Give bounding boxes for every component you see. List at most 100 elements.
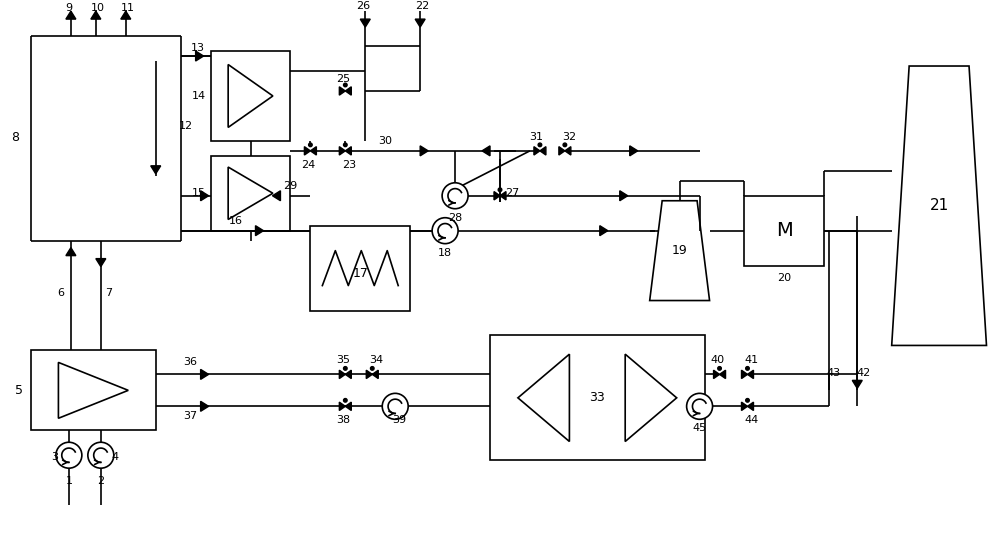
Bar (211, 156, 290, 231)
Polygon shape (310, 146, 316, 155)
Polygon shape (360, 19, 370, 27)
Polygon shape (415, 19, 425, 27)
Polygon shape (345, 146, 351, 155)
Text: 36: 36 (184, 357, 198, 367)
Text: 2: 2 (97, 476, 104, 486)
Text: 43: 43 (826, 368, 840, 378)
Circle shape (746, 367, 749, 370)
Text: 44: 44 (744, 415, 759, 425)
Polygon shape (272, 191, 280, 201)
Bar (310, 226, 410, 310)
Polygon shape (196, 51, 204, 61)
Bar (31, 350, 156, 430)
Text: 32: 32 (562, 132, 576, 142)
Polygon shape (228, 64, 273, 127)
Polygon shape (742, 370, 747, 378)
Text: 5: 5 (15, 384, 23, 397)
Circle shape (687, 394, 713, 419)
Polygon shape (747, 402, 753, 410)
Polygon shape (345, 370, 351, 378)
Polygon shape (339, 146, 345, 155)
Text: 34: 34 (369, 356, 383, 366)
Circle shape (498, 188, 502, 192)
Polygon shape (518, 354, 569, 442)
Polygon shape (630, 146, 638, 156)
Text: 3: 3 (51, 452, 58, 462)
Polygon shape (121, 11, 131, 19)
Text: 13: 13 (191, 43, 205, 53)
Polygon shape (91, 11, 101, 19)
Text: 26: 26 (356, 1, 370, 11)
Polygon shape (494, 192, 500, 200)
Text: 42: 42 (856, 368, 870, 378)
Polygon shape (151, 166, 161, 174)
Text: 35: 35 (336, 356, 350, 366)
Polygon shape (339, 402, 345, 410)
Text: 20: 20 (777, 273, 791, 283)
Text: 29: 29 (283, 181, 298, 191)
Polygon shape (96, 259, 106, 267)
Text: 24: 24 (301, 160, 316, 170)
Text: 7: 7 (105, 287, 112, 297)
Text: 19: 19 (672, 244, 688, 257)
Text: 16: 16 (229, 216, 243, 226)
Text: 39: 39 (392, 415, 406, 425)
Polygon shape (500, 192, 506, 200)
Text: 4: 4 (111, 452, 118, 462)
Text: 21: 21 (929, 198, 949, 213)
Text: 10: 10 (91, 3, 105, 13)
Text: 1: 1 (65, 476, 72, 486)
Polygon shape (620, 191, 628, 201)
Text: 8: 8 (11, 131, 19, 144)
Polygon shape (66, 11, 76, 19)
Polygon shape (852, 380, 862, 389)
Polygon shape (345, 402, 351, 410)
Circle shape (344, 143, 347, 146)
Text: 23: 23 (342, 160, 356, 170)
Circle shape (718, 367, 721, 370)
Text: 38: 38 (336, 415, 350, 425)
Polygon shape (625, 354, 677, 442)
Text: 11: 11 (121, 3, 135, 13)
Polygon shape (372, 370, 378, 378)
Circle shape (344, 367, 347, 370)
Text: 18: 18 (438, 248, 452, 258)
Text: 12: 12 (179, 121, 193, 131)
Polygon shape (482, 146, 490, 156)
Text: M: M (776, 221, 793, 240)
Text: 14: 14 (192, 91, 206, 101)
Circle shape (382, 394, 408, 419)
Text: 27: 27 (505, 188, 519, 198)
Text: 30: 30 (378, 136, 392, 146)
Circle shape (432, 217, 458, 244)
Polygon shape (201, 369, 209, 380)
Circle shape (344, 399, 347, 402)
Text: 25: 25 (336, 74, 350, 84)
Polygon shape (534, 146, 540, 155)
Text: 41: 41 (744, 356, 759, 366)
Polygon shape (420, 146, 428, 156)
Polygon shape (714, 370, 720, 378)
Polygon shape (540, 146, 546, 155)
Text: 33: 33 (589, 391, 605, 404)
Polygon shape (58, 362, 128, 418)
Text: 22: 22 (415, 1, 429, 11)
Circle shape (56, 442, 82, 468)
Text: 17: 17 (352, 267, 368, 280)
Polygon shape (228, 167, 273, 220)
Circle shape (563, 143, 567, 146)
Bar (490, 335, 705, 460)
Polygon shape (345, 87, 351, 95)
Bar (744, 196, 824, 266)
Polygon shape (201, 191, 209, 201)
Polygon shape (600, 226, 608, 236)
Text: 37: 37 (184, 411, 198, 421)
Text: 28: 28 (448, 213, 462, 222)
Text: 15: 15 (192, 188, 206, 198)
Text: 9: 9 (65, 3, 72, 13)
Text: 40: 40 (710, 356, 725, 366)
Circle shape (309, 143, 312, 146)
Polygon shape (66, 248, 76, 255)
Text: 31: 31 (529, 132, 543, 142)
Polygon shape (339, 87, 345, 95)
